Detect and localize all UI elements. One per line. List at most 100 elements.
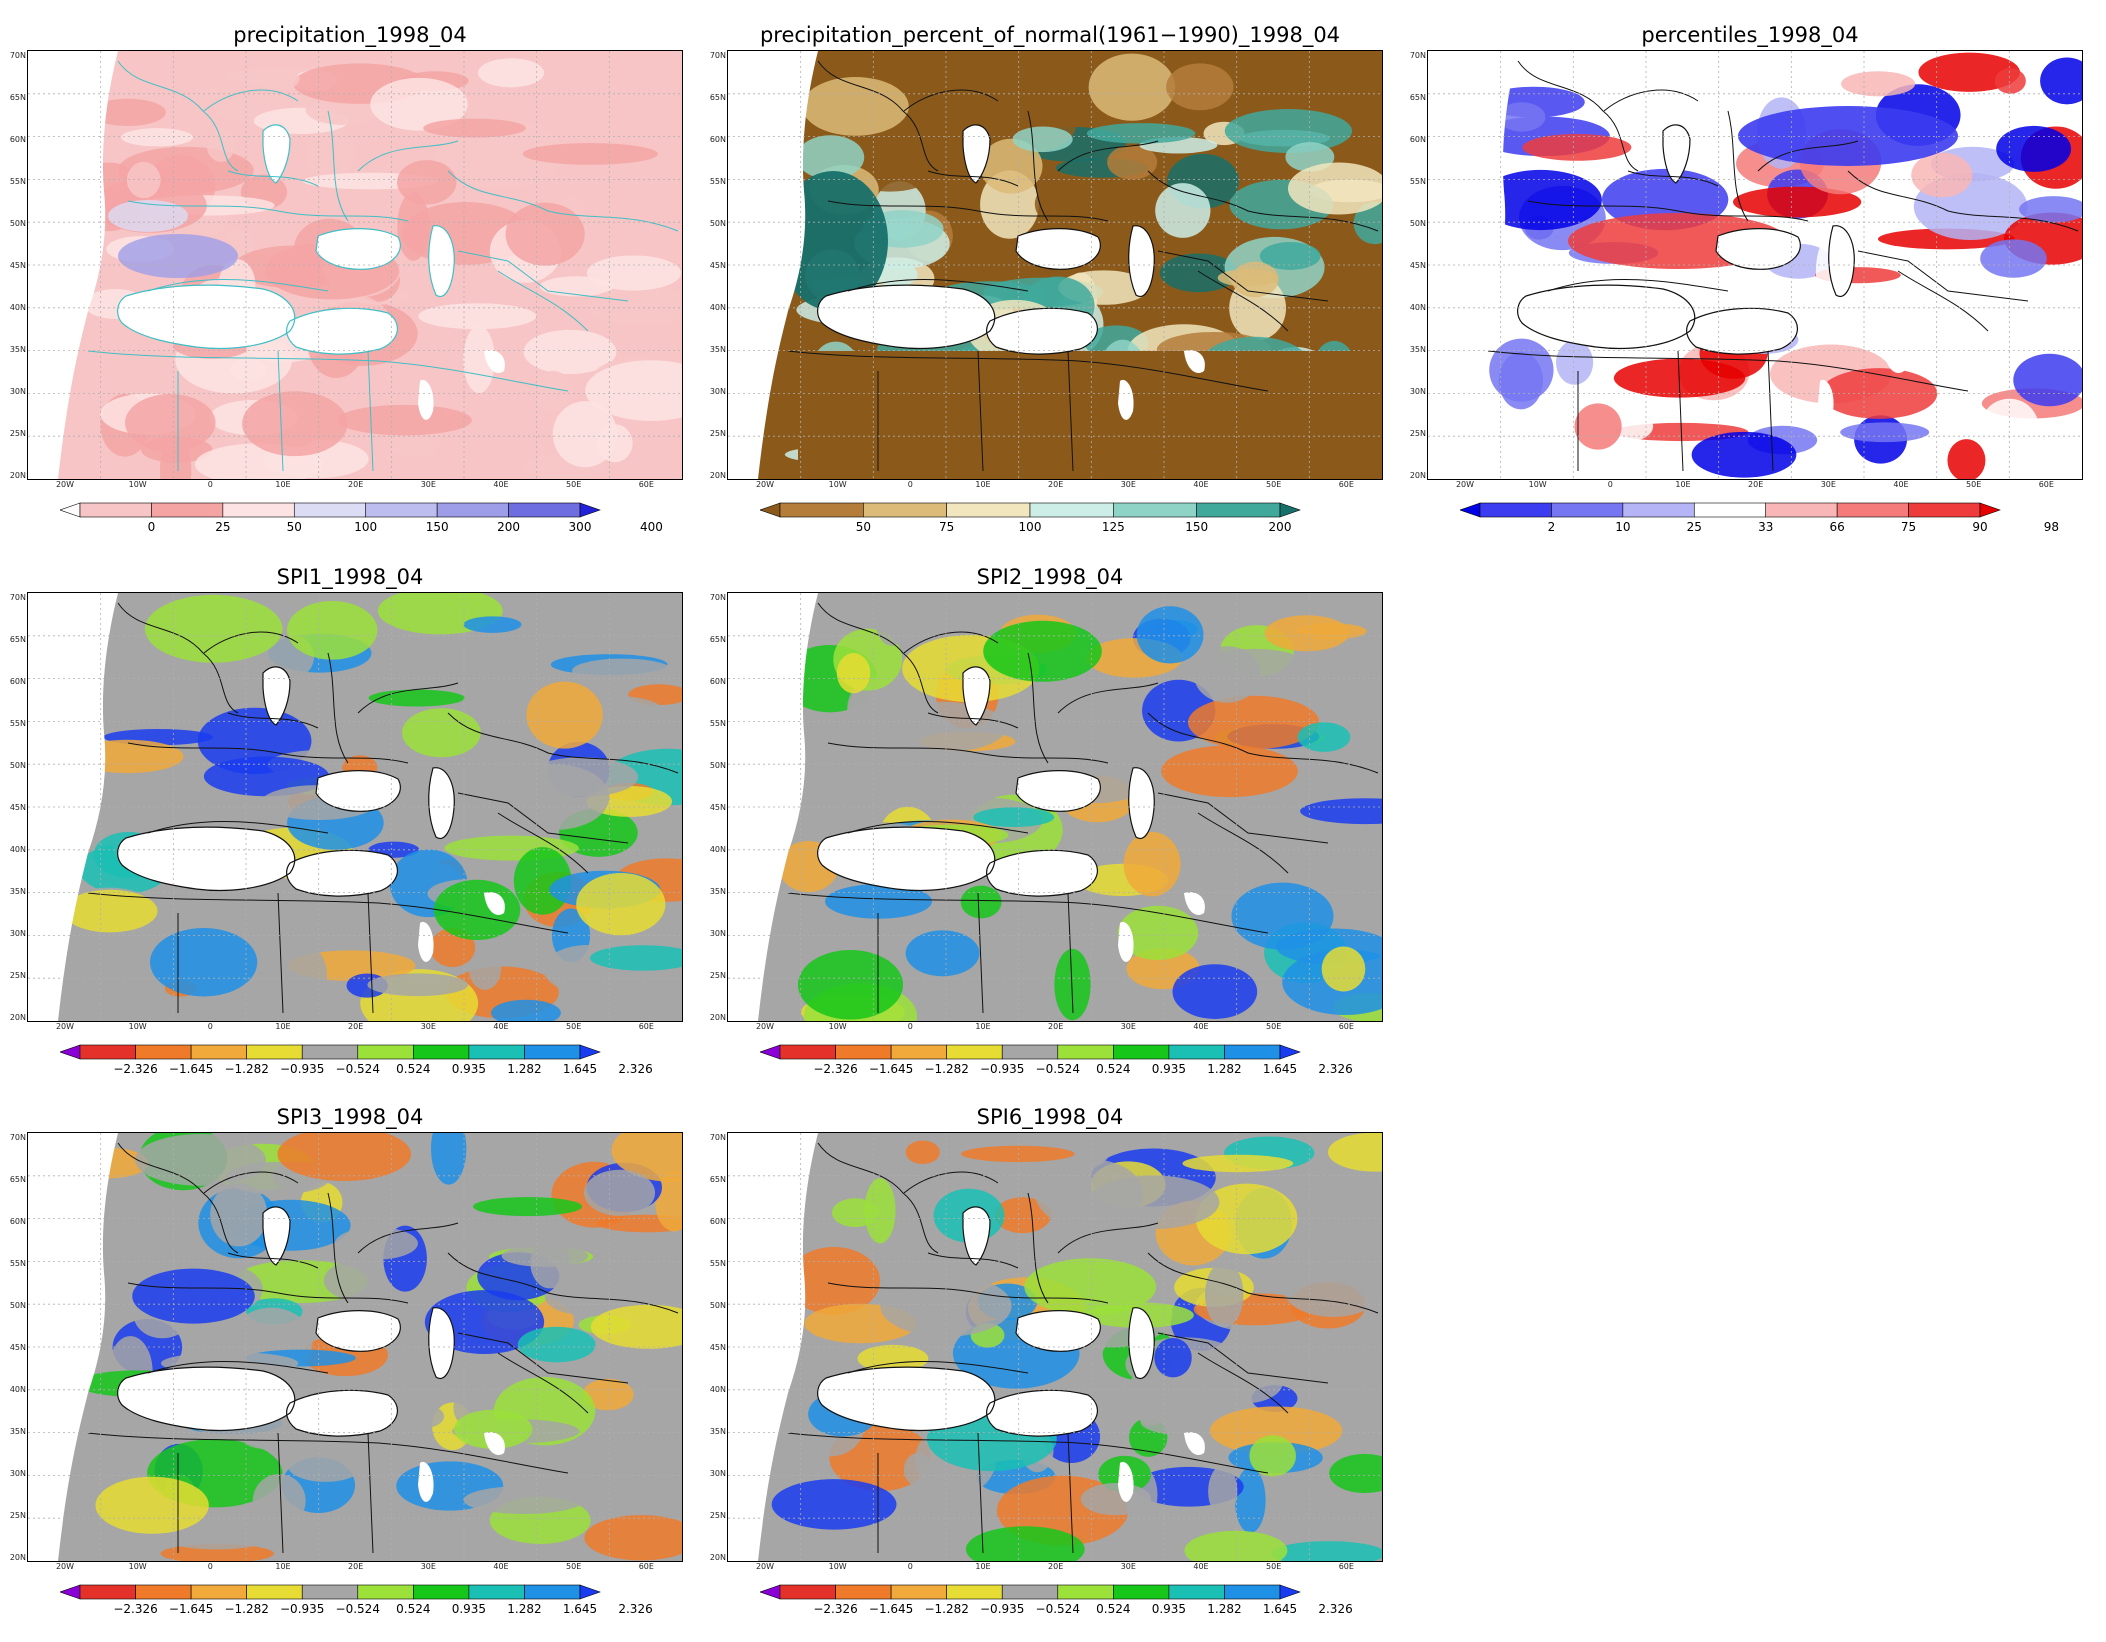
colorbar-tick-label: 0.524 (396, 1602, 431, 1616)
coastline (817, 284, 996, 350)
border-line (903, 1171, 999, 1194)
border-line (1527, 200, 1809, 222)
map-spi2 (727, 592, 1383, 1022)
border-line (87, 892, 569, 934)
lat-tick-label: 25N (709, 970, 726, 980)
data-blob (334, 1227, 418, 1260)
lon-tick-label: 10E (275, 1562, 291, 1571)
sea-area (1184, 350, 1205, 373)
lon-tick-label: 20W (755, 480, 775, 489)
colorbar-arrow (579, 1584, 601, 1600)
lat-tick-label: 65N (709, 92, 726, 102)
sea-area (418, 1461, 434, 1502)
map-precipitation (27, 50, 683, 480)
lat-tick-label: 35N (709, 886, 726, 896)
lat-tick-label: 60N (709, 1216, 726, 1226)
border-line (357, 140, 459, 172)
data-blob (1300, 798, 1382, 825)
border-line (127, 742, 409, 764)
data-blob (538, 1443, 617, 1502)
data-blob (1321, 946, 1366, 992)
border-line (1157, 792, 1329, 844)
sea-area (1016, 770, 1101, 812)
lat-tick-label: 30N (9, 1468, 26, 1478)
coastline (986, 307, 1098, 355)
data-blob (586, 255, 682, 291)
data-blob (1994, 68, 2026, 94)
data-blob (206, 128, 235, 162)
border-line (977, 1432, 984, 1554)
map-svg (728, 51, 1382, 479)
lon-tick-label: 20E (348, 480, 364, 489)
colorbar-tick-label: 300 (568, 520, 592, 534)
coastline (428, 1307, 455, 1380)
border-line (1157, 250, 1329, 302)
border-line (1067, 350, 1074, 472)
border-line (817, 60, 939, 172)
colorbar-segment (1113, 1584, 1170, 1600)
data-blob (423, 118, 526, 138)
colorbar-tick-label: 1.282 (1207, 1602, 1242, 1616)
border-line (1057, 682, 1159, 714)
data-blob (1193, 646, 1261, 703)
data-blob (124, 394, 216, 452)
colorbar-segment (1029, 502, 1114, 518)
sea-area (1517, 285, 1695, 349)
colorbar-segment (946, 1584, 1003, 1600)
sea-area (1818, 379, 1834, 420)
panel-spi3: SPI3_1998_04 −2.326 −1.645 −1.282 −0.935 −0.… (0, 1102, 700, 1642)
lat-tick-label: 65N (1409, 92, 1426, 102)
colorbar-tick-label: 75 (1900, 520, 1917, 534)
border-line (1487, 350, 1969, 392)
colorbar-tick-label: 50 (855, 520, 871, 534)
border-line (357, 682, 459, 714)
colorbar-segment (1168, 1584, 1225, 1600)
border-line (327, 1192, 349, 1304)
colorbar-arrow (579, 1044, 601, 1060)
coastline (1715, 228, 1801, 270)
data-blob (150, 927, 258, 997)
panel-title: precipitation_1998_04 (233, 23, 467, 47)
data-blob (960, 52, 1078, 115)
colorbar-tick-label: −1.282 (224, 1602, 269, 1616)
coastline (1686, 307, 1798, 355)
data-blob (864, 1178, 896, 1244)
colorbar-tick-label: 100 (1018, 520, 1042, 534)
data-blob (583, 1169, 656, 1216)
data-blob (1154, 1338, 1192, 1378)
colorbar-segment (79, 1044, 136, 1060)
border-line (1757, 140, 1859, 172)
border-line (1197, 1352, 1289, 1414)
border-line (1027, 652, 1049, 764)
colorbar-segment (1113, 502, 1197, 518)
border-line (847, 278, 1029, 292)
data-blob (1522, 134, 1632, 161)
border-line (203, 631, 299, 654)
border-line (1157, 1332, 1329, 1384)
border-line (327, 652, 349, 764)
border-line (1027, 1192, 1049, 1304)
lat-tick-label: 45N (709, 802, 726, 812)
lon-tick-label: 40E (1193, 1562, 1209, 1571)
lon-tick-label: 20W (755, 1562, 775, 1571)
data-blob (144, 594, 283, 663)
sea-area (484, 1432, 505, 1455)
colorbar-svg (759, 502, 1301, 518)
border-line (367, 1432, 374, 1554)
data-blob (1208, 1360, 1283, 1404)
lat-tick-label: 65N (9, 92, 26, 102)
map-svg (728, 593, 1382, 1021)
lat-tick-label: 45N (709, 1342, 726, 1352)
panel-title: precipitation_percent_of_normal(1961−199… (759, 23, 1341, 47)
data-blob (584, 1515, 682, 1561)
colorbar-tick-label: −0.524 (1035, 1602, 1080, 1616)
border-line (227, 170, 319, 187)
data-blob (1918, 52, 2020, 92)
border-line (447, 712, 679, 774)
coastline (1517, 284, 1696, 350)
lat-tick-label: 60N (709, 676, 726, 686)
sea-area (418, 921, 434, 962)
lon-tick-label: 10E (275, 480, 291, 489)
data-blob (1123, 831, 1181, 897)
panel-percentiles: percentiles_1998_04 2 10 25 33 66 75 90 98 70N 6… (1400, 20, 2100, 560)
